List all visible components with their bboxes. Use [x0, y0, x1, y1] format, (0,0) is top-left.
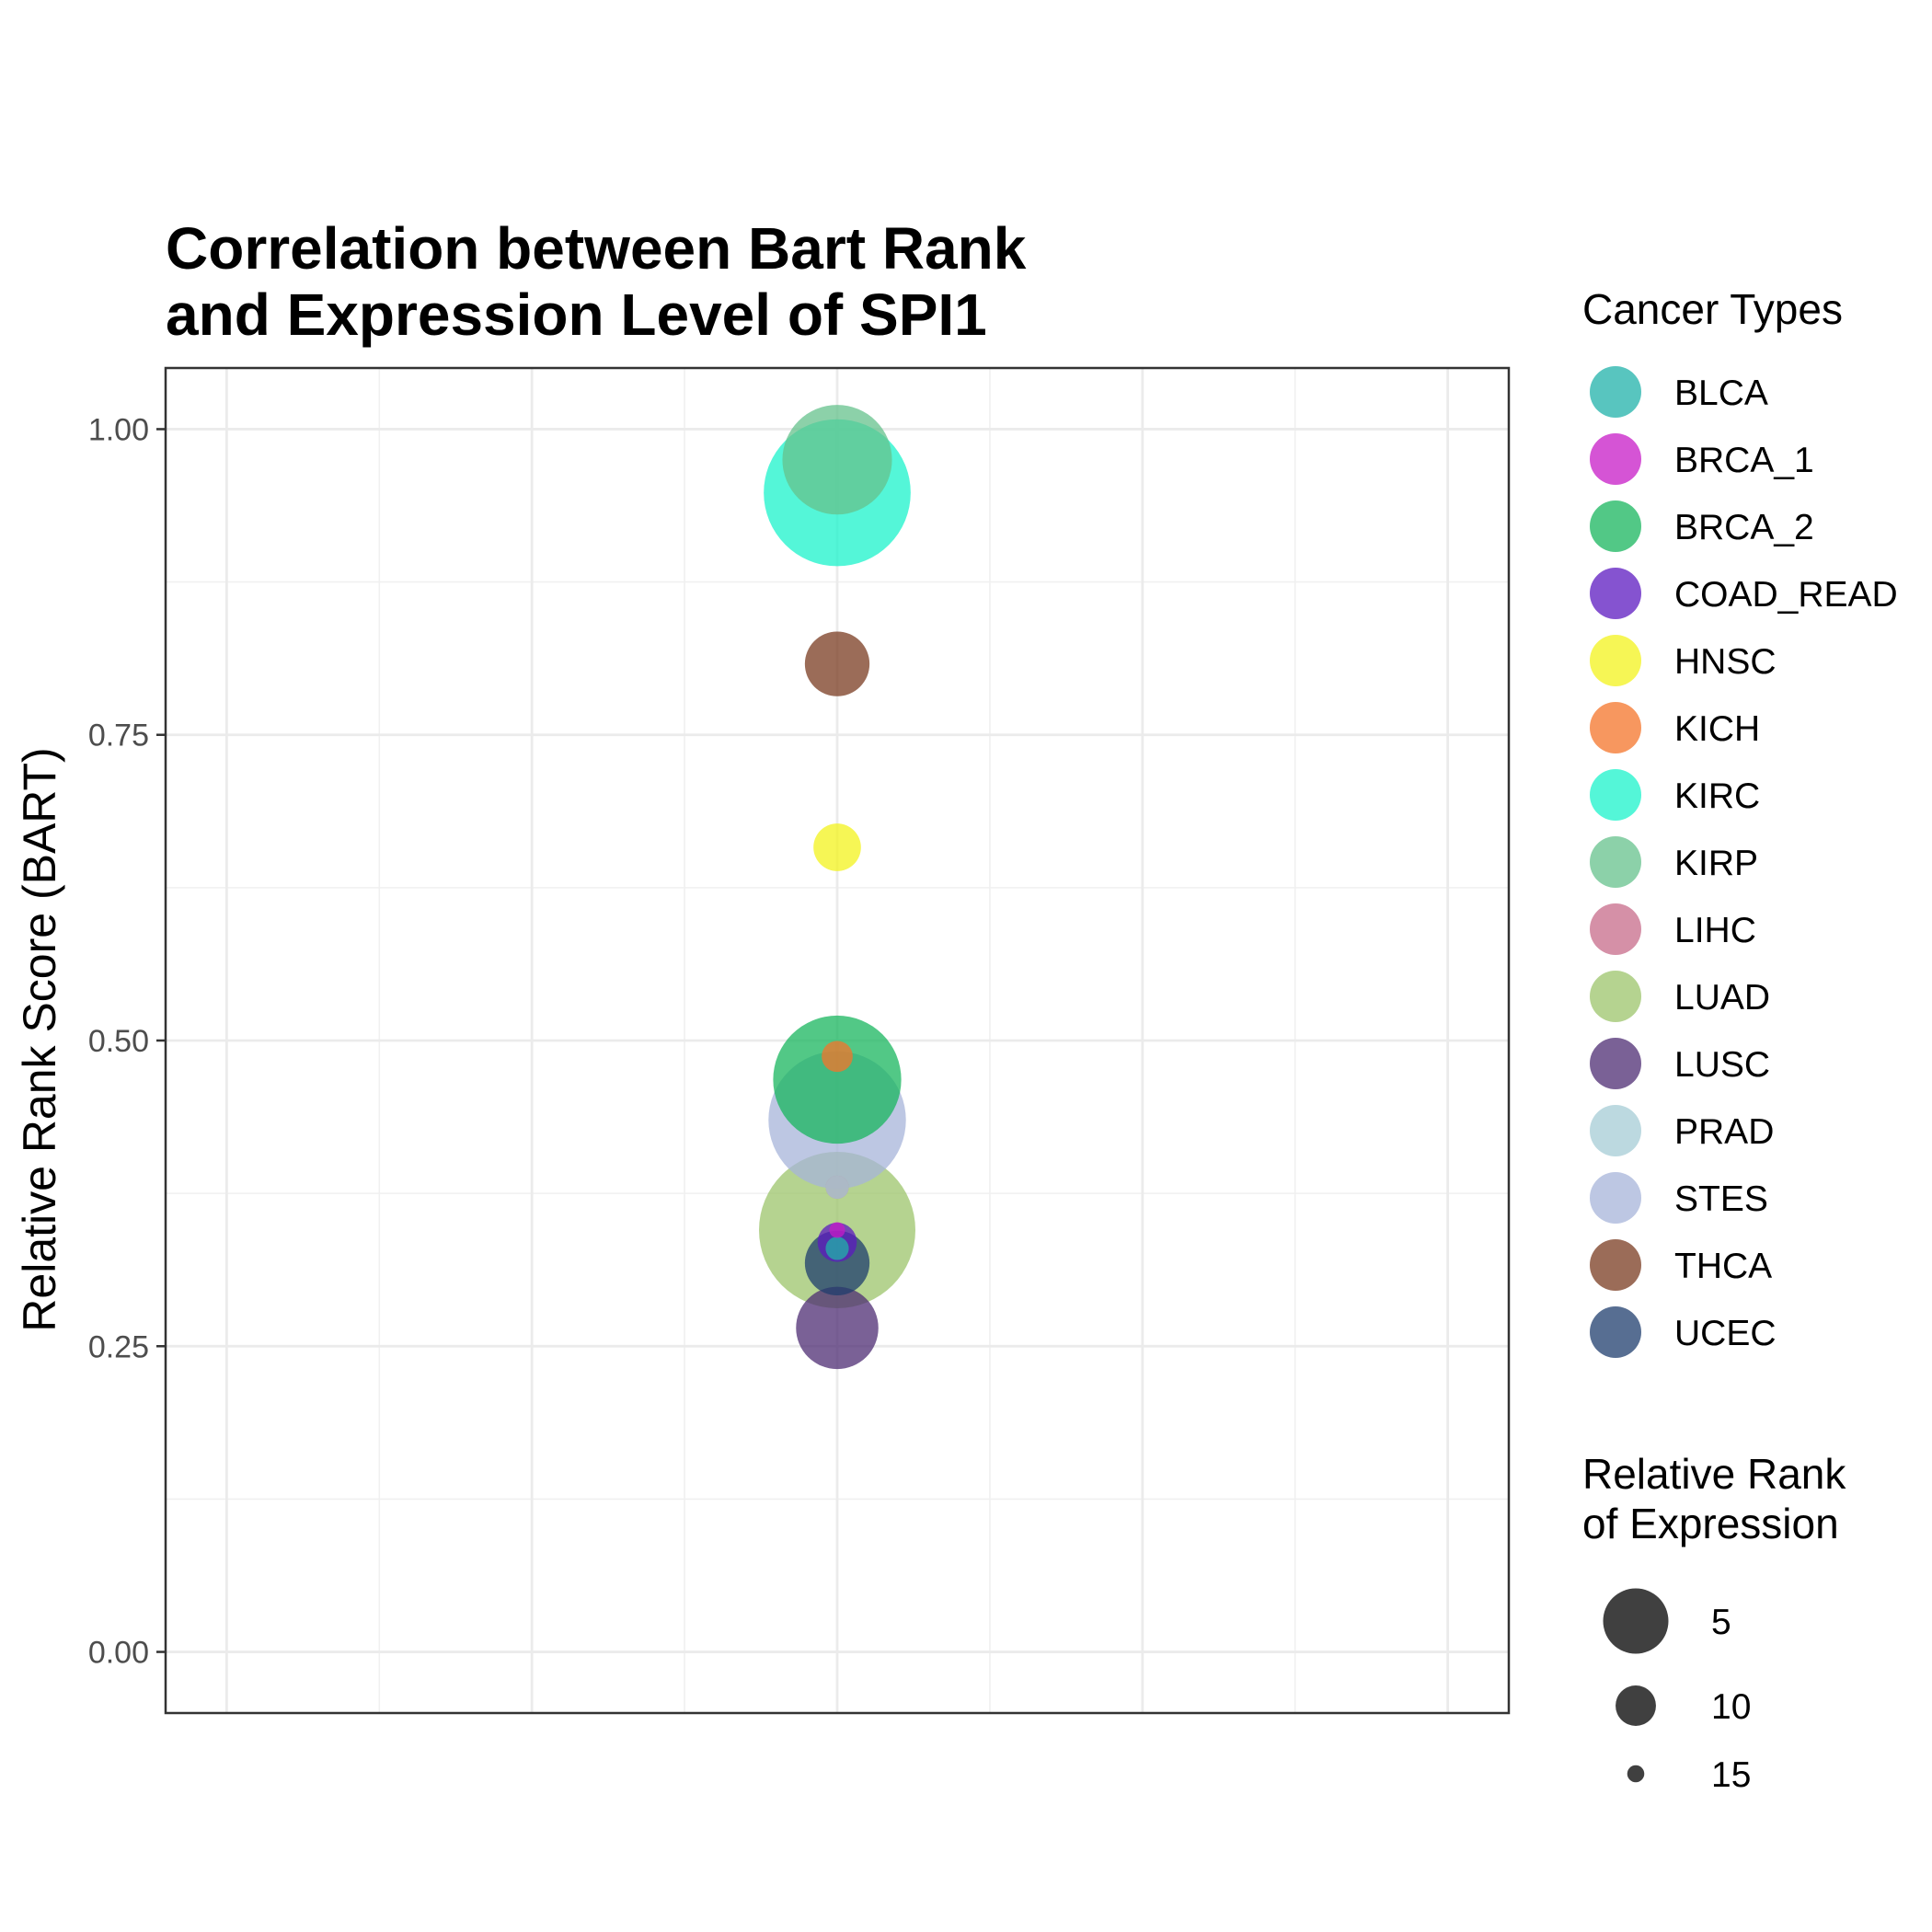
legend-key-kich — [1590, 702, 1641, 753]
point-brca-1 — [829, 1222, 845, 1238]
legend-color-title: Cancer Types — [1582, 285, 1843, 333]
legend-size-key — [1616, 1685, 1656, 1726]
chart-title-line-2: and Expression Level of SPI1 — [166, 282, 987, 348]
legend-key-prad — [1590, 1105, 1641, 1156]
legend-label-lusc: LUSC — [1674, 1045, 1770, 1085]
legend-key-brca-2 — [1590, 500, 1641, 552]
legend-size-key — [1603, 1588, 1669, 1654]
legend-key-ucec — [1590, 1306, 1641, 1358]
point-brca-2 — [773, 1015, 902, 1144]
y-tick-label: 0.00 — [88, 1636, 149, 1671]
legend-size-label: 10 — [1711, 1687, 1751, 1727]
legend-label-brca-1: BRCA_1 — [1674, 441, 1814, 480]
legend-key-hnsc — [1590, 635, 1641, 686]
legend-label-hnsc: HNSC — [1674, 642, 1777, 682]
y-tick-label: 0.25 — [88, 1329, 149, 1364]
legend-label-coad-read: COAD_READ — [1674, 575, 1898, 615]
y-tick-label: 1.00 — [88, 412, 149, 447]
y-tick-label: 0.75 — [88, 719, 149, 753]
legend-key-stes — [1590, 1172, 1641, 1224]
point-kirp — [782, 405, 892, 515]
legend-cancer-types: Cancer Types BLCA BRCA_1 BRCA_2 COAD_READ HNS… — [1582, 285, 1898, 1358]
legend-size-title-line: of Expression — [1582, 1500, 1839, 1547]
legend-key-kirc — [1590, 769, 1641, 821]
legend-label-brca-2: BRCA_2 — [1674, 508, 1814, 547]
point-hnsc — [813, 823, 861, 871]
legend-label-thca: THCA — [1674, 1247, 1772, 1286]
point-kich — [822, 1041, 853, 1073]
y-axis-ticks: 0.00 0.25 0.50 0.75 1.00 — [88, 412, 166, 1671]
y-axis-label: Relative Rank Score (BART) — [14, 747, 65, 1331]
legend-label-kirp: KIRP — [1674, 844, 1758, 883]
legend-label-kich: KICH — [1674, 709, 1760, 749]
legend-label-blca: BLCA — [1674, 374, 1768, 413]
legend-label-ucec: UCEC — [1674, 1314, 1777, 1353]
legend-size-label: 15 — [1711, 1755, 1751, 1795]
point-blca — [825, 1236, 849, 1260]
plot-area — [164, 366, 1511, 1715]
legend-label-luad: LUAD — [1674, 978, 1770, 1018]
y-tick-label: 0.50 — [88, 1024, 149, 1059]
legend-key-kirp — [1590, 836, 1641, 888]
legend-key-brca-1 — [1590, 433, 1641, 485]
legend-key-thca — [1590, 1239, 1641, 1291]
legend-label-lihc: LIHC — [1674, 911, 1756, 950]
legend-size-title-line: Relative Rank — [1582, 1450, 1846, 1498]
point-prad — [825, 1175, 849, 1200]
legend-key-coad-read — [1590, 568, 1641, 619]
legend-label-kirc: KIRC — [1674, 776, 1760, 816]
legend-key-lusc — [1590, 1038, 1641, 1089]
chart-title-line-1: Correlation between Bart Rank — [166, 215, 1027, 282]
point-thca — [804, 631, 870, 696]
legend-key-blca — [1590, 366, 1641, 418]
legend-size-key — [1627, 1765, 1645, 1783]
legend-label-stes: STES — [1674, 1179, 1768, 1219]
legend-size-label: 5 — [1711, 1603, 1731, 1642]
legend-key-lihc — [1590, 903, 1641, 955]
legend-label-prad: PRAD — [1674, 1112, 1774, 1152]
point-lusc — [796, 1286, 879, 1370]
legend-key-luad — [1590, 971, 1641, 1022]
